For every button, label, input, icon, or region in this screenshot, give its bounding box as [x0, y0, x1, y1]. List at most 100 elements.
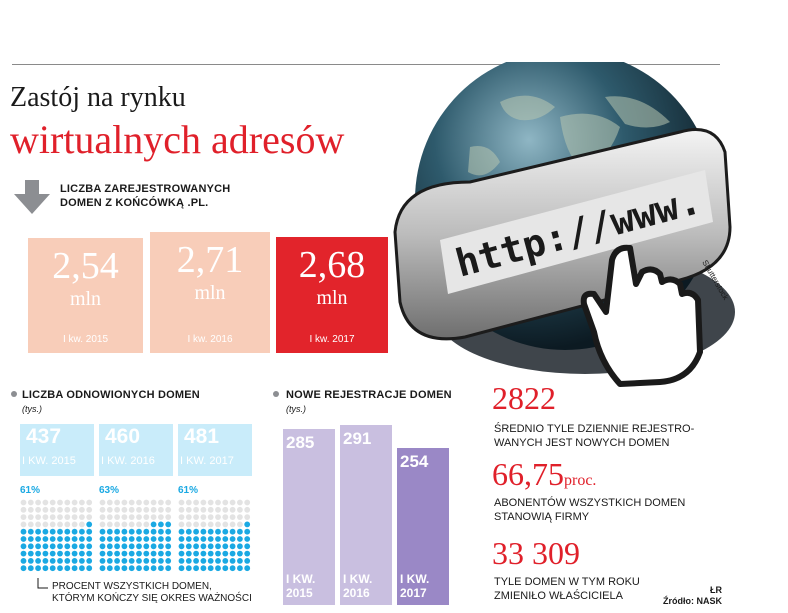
new-reg-label-line2: 2016: [343, 586, 370, 600]
renewed-dot: [215, 528, 221, 535]
renewed-dot: [150, 528, 157, 535]
new-reg-bar-2017: 254 I KW. 2017: [397, 448, 449, 605]
renewed-legend-line2: którym kończy się okres ważności: [52, 593, 252, 604]
renewed-dot: [20, 506, 27, 513]
renewed-dot: [165, 536, 172, 542]
renewed-dot: [49, 565, 56, 572]
renewed-dot: [222, 565, 229, 572]
renewed-dot: [178, 565, 185, 572]
renewed-dot: [136, 558, 142, 564]
renewed-dot: [185, 550, 192, 557]
registered-box-2017: 2,68 mln I kw. 2017: [276, 237, 388, 353]
renewed-dot: [229, 558, 236, 564]
renewed-dot: [71, 536, 78, 542]
renewed-dot: [185, 514, 192, 520]
renewed-label: I KW. 2016: [101, 455, 155, 467]
legend-leader-icon: [37, 578, 48, 589]
renewed-dot: [114, 543, 120, 550]
renewed-dot: [136, 550, 142, 557]
renewed-dot: [35, 528, 41, 535]
renewed-dot: [143, 528, 150, 535]
renewed-dot: [71, 558, 78, 564]
renewed-dot: [64, 528, 71, 535]
renewed-dot: [215, 521, 221, 528]
renewed-dot: [222, 550, 229, 557]
renewed-dot: [200, 514, 207, 520]
renewed-dot: [215, 550, 221, 557]
renewed-dot: [222, 543, 229, 550]
renewed-dot: [158, 528, 164, 535]
renewed-dot: [121, 528, 128, 535]
renewed-dot: [229, 528, 236, 535]
renewed-dot: [215, 506, 221, 513]
renewed-dot: [27, 528, 34, 535]
renewed-dot: [178, 514, 185, 520]
renewed-dot: [222, 514, 229, 520]
renewed-dot: [193, 558, 199, 564]
renewed-dot: [207, 499, 214, 506]
renewed-unit: (tys.): [22, 404, 42, 414]
stat-unit: proc.: [564, 472, 597, 489]
renewed-dot: [237, 565, 243, 572]
renewed-dot: [86, 550, 93, 557]
renewed-dot: [49, 528, 56, 535]
renewed-dot: [207, 514, 214, 520]
renewed-dot: [185, 506, 192, 513]
renewed-dot: [165, 528, 172, 535]
renewed-dot: [193, 536, 199, 542]
renewed-dot: [222, 499, 229, 506]
renewed-dot: [165, 543, 172, 550]
renewed-dot: [178, 499, 185, 506]
renewed-dot: [35, 499, 41, 506]
new-reg-bar-2016: 291 I KW. 2016: [340, 425, 392, 605]
renewed-dot: [207, 536, 214, 542]
renewed-dot: [143, 514, 150, 520]
renewed-dot: [57, 528, 63, 535]
renewed-dot: [121, 543, 128, 550]
registered-value: 2,71: [176, 239, 244, 281]
renewed-dot: [64, 543, 71, 550]
renewed-dot: [143, 550, 150, 557]
renewed-dot: [158, 506, 164, 513]
renewed-dot: [27, 506, 34, 513]
renewed-dot: [64, 506, 71, 513]
renewed-dot: [136, 543, 142, 550]
renewed-dot: [79, 565, 85, 572]
renewed-dot: [71, 528, 78, 535]
renewed-dot: [35, 536, 41, 542]
renewed-dot: [35, 521, 41, 528]
renewed-dot: [114, 499, 120, 506]
renewed-dot: [178, 521, 185, 528]
renewed-dot: [222, 506, 229, 513]
pointer-hand-icon: [580, 244, 703, 387]
source-credit: Źródło: NASK: [663, 596, 722, 606]
renewed-dot: [20, 536, 27, 542]
renewed-dot: [207, 558, 214, 564]
new-reg-heading: Nowe rejestracje domen: [286, 389, 452, 401]
renewed-dot: [49, 521, 56, 528]
renewed-dot: [200, 528, 207, 535]
registered-box-2015: 2,54 mln I kw. 2015: [28, 238, 143, 353]
renewed-dot: [114, 506, 120, 513]
renewed-dot: [49, 514, 56, 520]
renewed-dot: [86, 565, 93, 572]
renewed-dot: [200, 506, 207, 513]
renewed-dot: [222, 528, 229, 535]
renewed-dot: [49, 543, 56, 550]
new-reg-label-line1: I KW.: [343, 572, 373, 586]
renewed-dot: [143, 521, 150, 528]
renewed-dot: [106, 536, 113, 542]
renewed-dot: [114, 558, 120, 564]
renewed-dot: [136, 565, 142, 572]
renewed-dot: [79, 558, 85, 564]
renewed-dot: [106, 558, 113, 564]
renewed-dot: [244, 528, 251, 535]
renewed-dot: [229, 499, 236, 506]
renewed-dot: [136, 514, 142, 520]
renewed-dot: [229, 521, 236, 528]
renewed-dot: [99, 565, 106, 572]
renewed-dot: [79, 499, 85, 506]
renewed-dot: [114, 536, 120, 542]
renewed-dot: [165, 558, 172, 564]
renewed-dot: [215, 514, 221, 520]
